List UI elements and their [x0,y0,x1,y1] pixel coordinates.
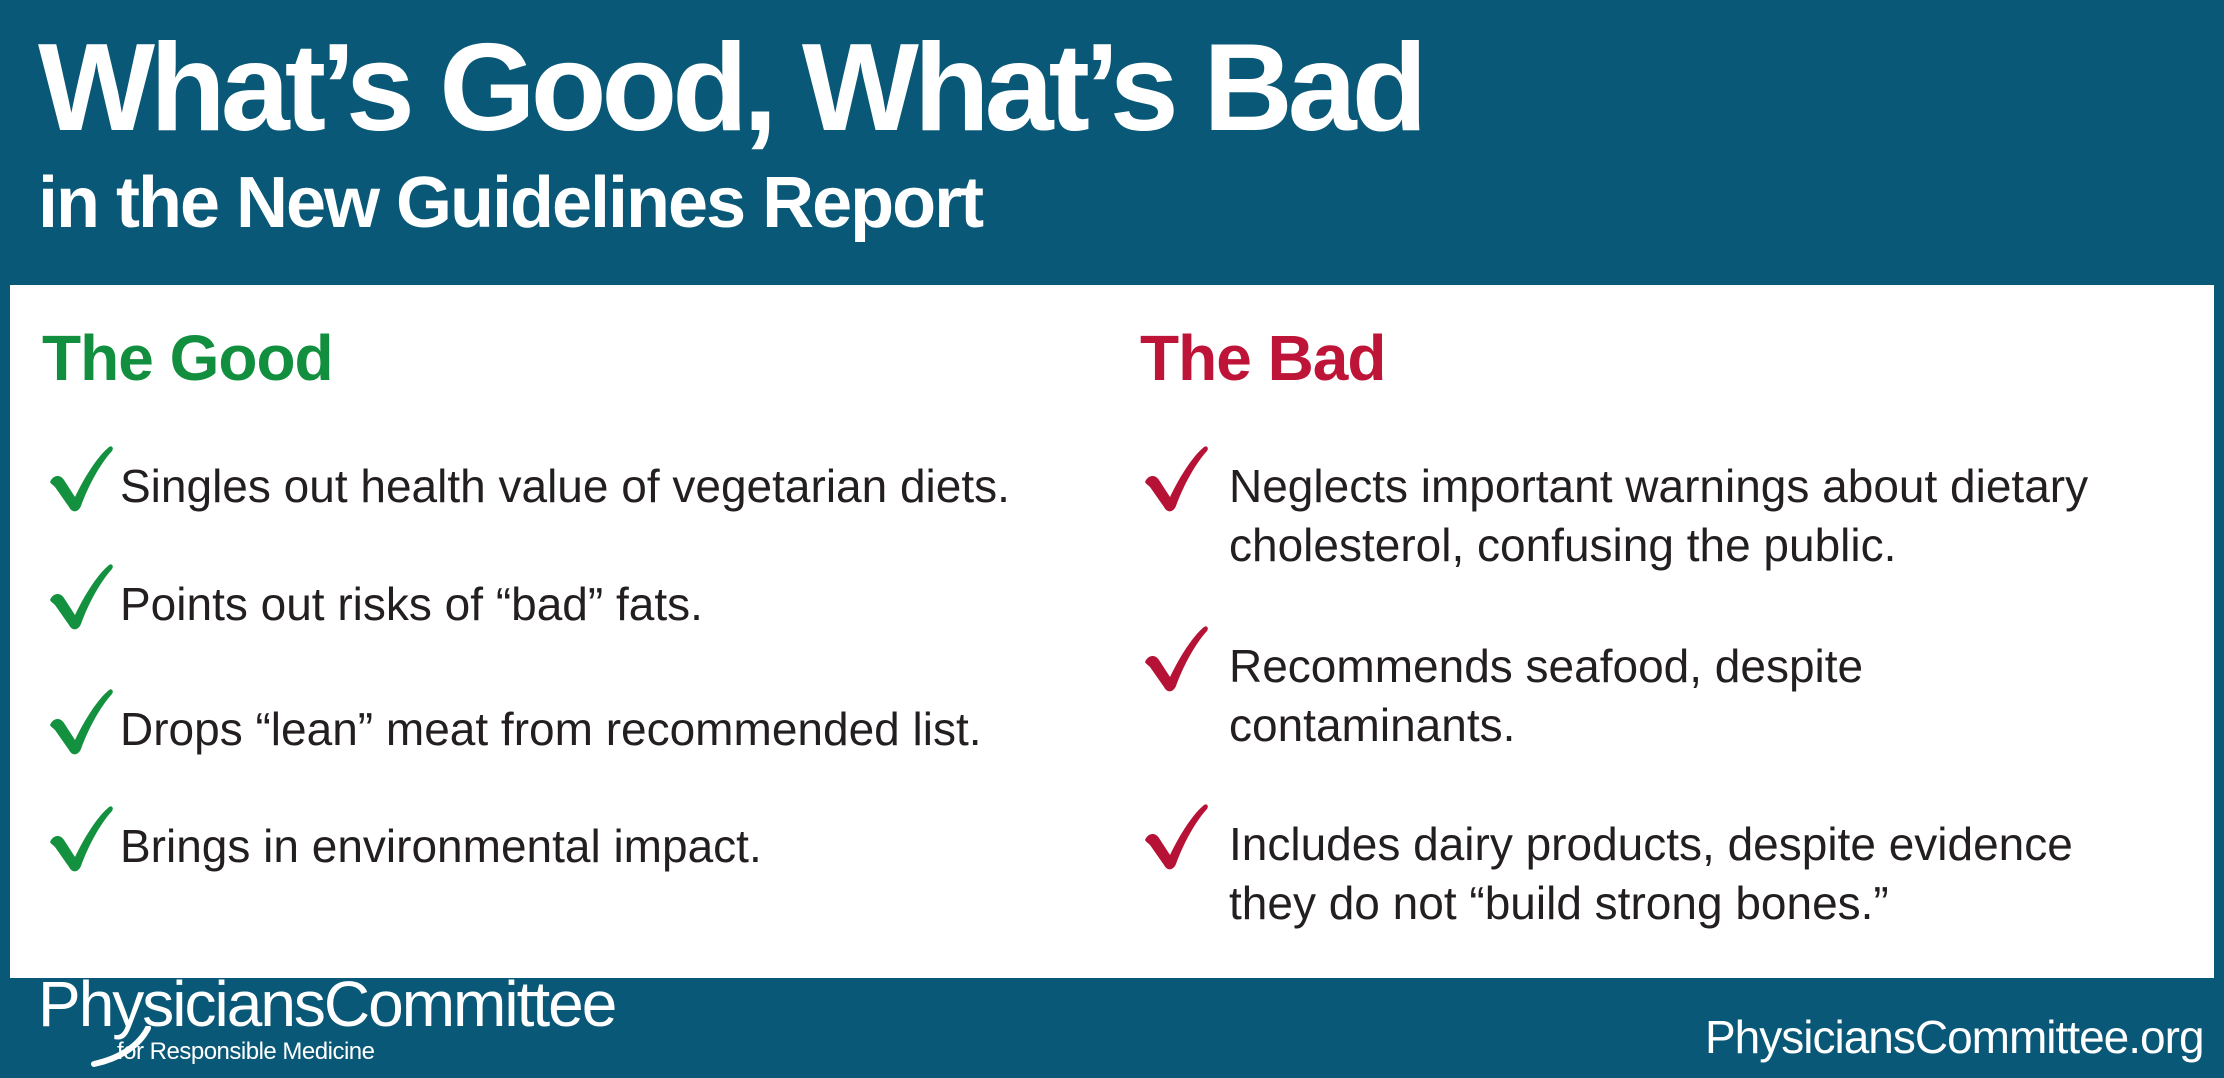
footer-banner: PhysiciansCommittee for Responsible Medi… [0,972,2224,1078]
logo-swoosh-icon [91,1026,151,1067]
checkmark-icon [1145,446,1208,512]
list-item-bad-3: Includes dairy products, despite evidenc… [1143,804,2073,933]
list-item-good-3: Drops “lean” meat from recommended list. [48,689,982,759]
checkmark-icon [50,446,113,512]
list-item-text: Points out risks of “bad” fats. [120,578,703,630]
bad-column-heading: The Bad [1140,322,1386,394]
good-column-heading: The Good [42,322,334,394]
checkmark-icon [1145,626,1208,692]
checkmark-icon [50,689,113,755]
list-item-good-2: Points out risks of “bad” fats. [48,564,703,634]
page-subtitle: in the New Guidelines Report [38,163,984,243]
list-item-bad-2: Recommends seafood, despite contaminants… [1143,626,1864,755]
list-item-text: Recommends seafood, despite contaminants… [1229,640,1864,751]
list-item-text: Singles out health value of vegetarian d… [120,460,1010,512]
website-url: PhysiciansCommittee.org [1705,1011,2205,1063]
content-panel: The Good The Bad Singles out health valu… [10,285,2214,978]
list-item-good-1: Singles out health value of vegetarian d… [48,446,1010,516]
list-item-text: Brings in environmental impact. [120,820,762,872]
physicians-committee-logo: PhysiciansCommittee [38,968,617,1040]
header-banner: What’s Good, What’s Bad in the New Guide… [0,0,2224,285]
checkmark-icon [50,564,113,630]
list-item-text: Includes dairy products, despite evidenc… [1229,818,2073,929]
list-item-text: Neglects important warnings about dietar… [1229,460,2089,571]
list-item-text: Drops “lean” meat from recommended list. [120,703,982,755]
list-item-bad-1: Neglects important warnings about dietar… [1143,446,2089,575]
page-title: What’s Good, What’s Bad [38,19,1427,157]
logo-tagline: for Responsible Medicine [117,1038,375,1065]
list-item-good-4: Brings in environmental impact. [48,806,762,876]
checkmark-icon [50,806,113,872]
checkmark-icon [1145,804,1208,870]
